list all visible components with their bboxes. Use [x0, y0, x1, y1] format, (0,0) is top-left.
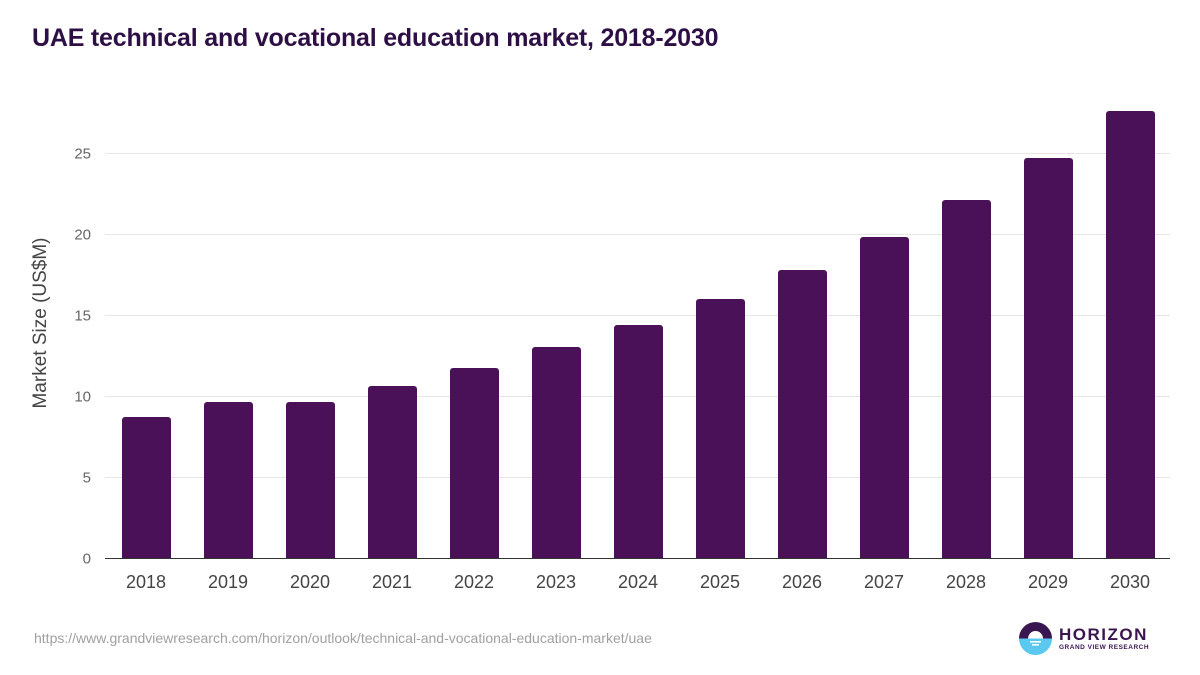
horizon-logo: HORIZON GRAND VIEW RESEARCH: [1019, 622, 1149, 655]
bar-2022[interactable]: [449, 368, 499, 558]
x-tick-label: 2024: [617, 572, 659, 592]
horizon-sunset-icon: [1019, 622, 1052, 655]
bar-2023[interactable]: [531, 347, 581, 558]
x-tick-label: 2028: [945, 572, 987, 592]
bar-2019[interactable]: [203, 402, 253, 558]
y-axis-label: Market Size (US$M): [30, 237, 51, 409]
y-tick-label: 25: [74, 145, 91, 163]
y-tick-label: 20: [74, 226, 91, 244]
bar-2028[interactable]: [941, 199, 991, 558]
logo-name: HORIZON: [1059, 624, 1148, 644]
x-tick-label: 2023: [535, 572, 577, 592]
x-tick-label: 2018: [125, 572, 167, 592]
x-tick-label: 2029: [1027, 572, 1069, 592]
x-tick-label: 2019: [207, 572, 249, 592]
gridline: [105, 153, 1170, 154]
x-tick-label: 2020: [289, 572, 331, 592]
bar-2030[interactable]: [1105, 110, 1155, 558]
x-tick-label: 2022: [453, 572, 495, 592]
plot-area: [105, 100, 1170, 559]
y-tick-label: 10: [74, 388, 91, 406]
bar-2025[interactable]: [695, 298, 745, 558]
bar-2029[interactable]: [1023, 157, 1073, 558]
chart-title: UAE technical and vocational education m…: [32, 24, 719, 52]
y-tick-label: 0: [82, 550, 91, 568]
logo-subtitle: GRAND VIEW RESEARCH: [1059, 643, 1150, 651]
x-axis-line: [105, 558, 1170, 559]
x-tick-label: 2026: [781, 572, 823, 592]
bar-2018[interactable]: [121, 417, 171, 558]
x-tick-label: 2027: [863, 572, 905, 592]
x-tick-label: 2025: [699, 572, 741, 592]
source-link[interactable]: https://www.grandviewresearch.com/horizo…: [34, 630, 652, 646]
bar-2026[interactable]: [777, 269, 827, 558]
bar-2020[interactable]: [285, 402, 335, 558]
gridline: [105, 234, 1170, 235]
y-tick-label: 5: [82, 469, 91, 487]
x-tick-label: 2021: [371, 572, 413, 592]
x-tick-label: 2030: [1109, 572, 1151, 592]
bar-2024[interactable]: [613, 324, 663, 558]
gridline: [105, 315, 1170, 316]
bar-2027[interactable]: [859, 237, 909, 558]
bar-2021[interactable]: [367, 386, 417, 558]
y-tick-label: 15: [74, 307, 91, 325]
